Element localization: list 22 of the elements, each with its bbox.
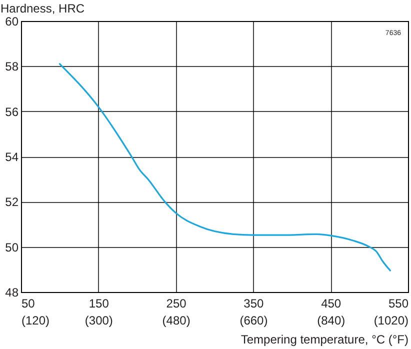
x2-tick-label: (660)	[240, 314, 268, 328]
x2-tick-label: (480)	[162, 314, 190, 328]
y-tick-label: 52	[5, 195, 19, 210]
y-tick-label: 50	[5, 240, 19, 254]
y-tick-label: 56	[5, 104, 19, 119]
x-tick-label: 250	[166, 296, 187, 310]
x-tick-label: 450	[321, 296, 342, 310]
x-tick-label: 150	[88, 296, 110, 310]
y-tick-label: 48	[5, 286, 19, 300]
x-tick-label: 350	[244, 296, 264, 310]
y-tick-label: 60	[5, 14, 19, 28]
x-tick-label: 550	[388, 296, 409, 310]
y-tick-label: 54	[5, 150, 19, 164]
x-axis-title: Tempering temperature, °C (°F)	[240, 332, 408, 346]
y-axis-title: Hardness, HRC	[0, 2, 85, 16]
x2-tick-label: (840)	[317, 314, 346, 328]
x2-tick-label: (1020)	[374, 314, 409, 328]
y-tick-label: 58	[5, 60, 19, 74]
x2-tick-label: (300)	[84, 314, 113, 328]
x2-tick-label: (120)	[22, 314, 50, 328]
line-series	[58, 63, 391, 272]
x-tick-label: 50	[22, 296, 36, 310]
